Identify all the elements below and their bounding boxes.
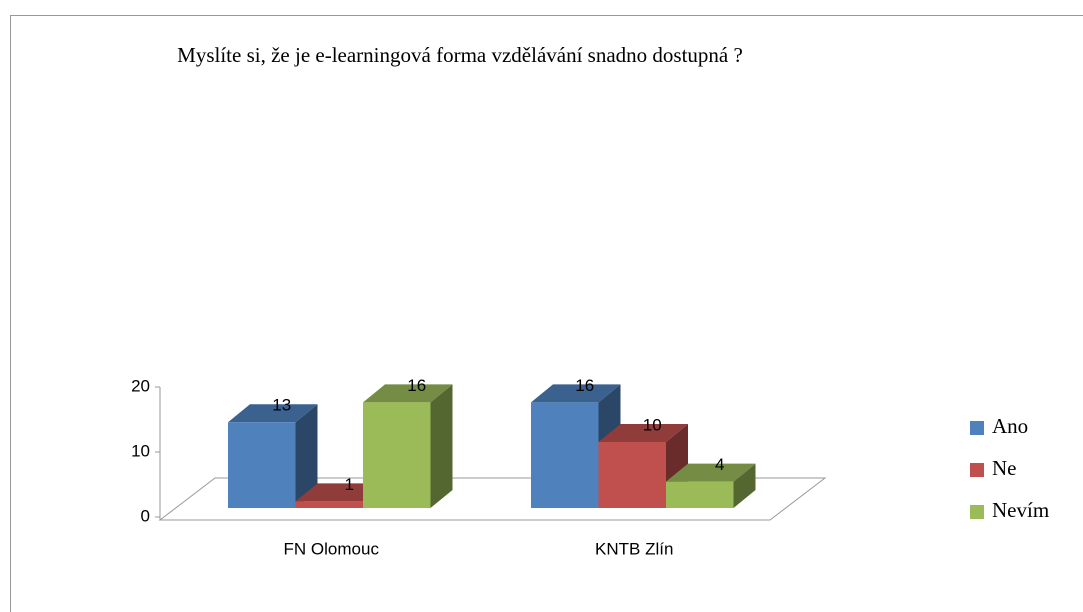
data-label: 4 [715,455,724,474]
x-tick-label: KNTB Zlín [595,539,673,558]
bar-top [531,384,621,403]
bar-top [228,404,318,423]
bar-top [295,483,385,502]
bar-side [733,463,756,508]
legend-swatch [970,463,984,477]
bar-front [228,422,296,508]
bar-front [295,501,363,508]
data-label: 1 [345,475,354,494]
bar-top [363,384,453,403]
data-label: 10 [643,415,662,434]
data-label: 16 [407,376,426,395]
legend-label: Ano [992,414,1028,438]
bar [228,404,318,508]
data-label: 13 [272,396,291,415]
y-tick-label: 0 [141,506,150,525]
bar-top [598,424,688,442]
bar-front [666,481,734,508]
bar [666,463,756,508]
bar-side [430,384,453,508]
bar-side [295,404,318,508]
y-tick-label: 20 [131,376,150,395]
bar-front [363,402,431,508]
x-tick-label: FN Olomouc [284,539,380,558]
legend-swatch [970,505,984,519]
chart-title: Myslíte si, že je e-learningová forma vz… [177,43,743,67]
bar-top [666,463,756,482]
bar-front [598,442,666,508]
y-tick-label: 10 [131,441,150,460]
legend-swatch [970,421,984,435]
chart-border [10,15,1083,612]
bar [363,384,453,508]
legend-label: Nevím [992,498,1049,522]
data-label: 16 [575,376,594,395]
legend-label: Ne [992,456,1017,480]
bar-front [531,402,599,508]
